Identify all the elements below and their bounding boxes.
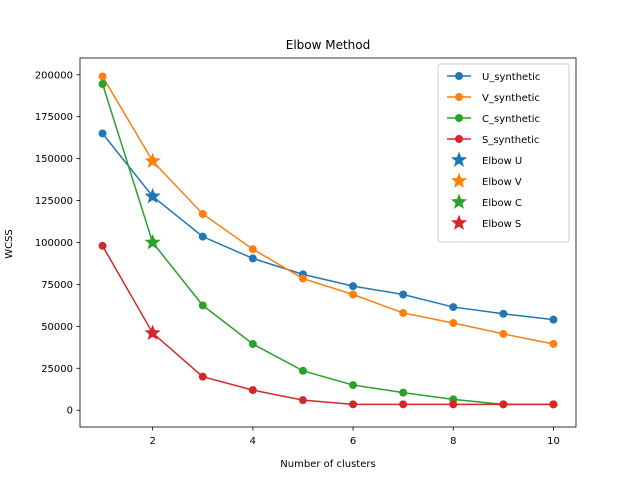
y-tick-label: 175000 [35, 112, 73, 123]
legend-star-swatch [450, 151, 468, 167]
legend-entry-Elbow C: Elbow C [450, 193, 522, 209]
legend-marker-swatch [455, 93, 463, 101]
data-point [298, 396, 307, 405]
data-point [399, 388, 408, 397]
y-tick-label: 0 [67, 406, 73, 417]
plot-area [98, 72, 558, 409]
legend-label: U_synthetic [482, 72, 540, 83]
data-point [349, 290, 358, 299]
data-point [349, 282, 358, 291]
data-point [499, 309, 508, 318]
legend-entry-V_synthetic: V_synthetic [447, 93, 540, 104]
data-point [349, 381, 358, 390]
data-point [399, 308, 408, 317]
data-point [98, 241, 107, 250]
y-tick-label: 50000 [41, 322, 73, 333]
y-tick-label: 100000 [35, 238, 73, 249]
x-axis-label: Number of clusters [280, 459, 375, 470]
y-tick-label: 125000 [35, 196, 73, 207]
data-point [198, 372, 207, 381]
x-tick-label: 6 [350, 436, 356, 447]
x-tick-label: 8 [450, 436, 456, 447]
x-tick-label: 2 [149, 436, 155, 447]
data-point [449, 400, 458, 409]
data-point [549, 400, 558, 409]
legend-label: Elbow U [482, 156, 522, 167]
legend-label: Elbow S [482, 219, 521, 230]
data-point [198, 232, 207, 241]
elbow-star-marker [144, 324, 161, 340]
legend-entry-C_synthetic: C_synthetic [447, 114, 540, 125]
legend-label: Elbow C [482, 198, 522, 209]
data-point [298, 274, 307, 283]
y-axis-label: WCSS [4, 229, 15, 259]
data-point [98, 79, 107, 88]
data-point [298, 366, 307, 375]
legend-entry-Elbow U: Elbow U [450, 151, 522, 167]
data-point [449, 303, 458, 312]
series-U_synthetic [98, 129, 558, 324]
data-point [248, 339, 257, 348]
legend-entry-S_synthetic: S_synthetic [447, 135, 539, 146]
legend-marker-swatch [455, 72, 463, 80]
data-point [349, 400, 358, 409]
axes: 2 4 6 8 10 0 25000 50000 75000 100000 125000 150000… [35, 57, 577, 447]
data-point [198, 301, 207, 310]
elbow-star-marker [144, 152, 161, 169]
data-point [198, 209, 207, 218]
legend-entry-U_synthetic: U_synthetic [447, 72, 540, 83]
x-tick-label: 10 [547, 436, 560, 447]
data-point [399, 400, 408, 409]
legend-star-swatch [450, 214, 468, 230]
legend-star-swatch [450, 172, 468, 188]
legend-star-swatch [450, 193, 468, 209]
legend-label: Elbow V [482, 177, 522, 188]
chart-title: Elbow Method [286, 38, 371, 52]
elbow-star-marker [144, 187, 161, 204]
y-tick-label: 75000 [41, 280, 73, 291]
data-point [499, 329, 508, 338]
data-point [549, 339, 558, 348]
data-point [248, 386, 257, 395]
series-line [101, 83, 554, 406]
data-point [549, 315, 558, 324]
legend-marker-swatch [455, 135, 463, 143]
series-line [101, 245, 554, 406]
data-point [98, 72, 107, 81]
data-point [248, 254, 257, 263]
legend-entry-Elbow V: Elbow V [450, 172, 522, 188]
data-point [98, 129, 107, 138]
data-point [248, 245, 257, 254]
y-tick-label: 25000 [41, 364, 73, 375]
data-point [499, 400, 508, 409]
series-line [101, 133, 554, 321]
data-point [399, 290, 408, 299]
y-tick-label: 200000 [35, 70, 73, 81]
legend: U_synthetic V_synthetic C_synthetic S_synth… [437, 63, 570, 243]
data-point [449, 319, 458, 328]
x-tick-label: 4 [250, 436, 256, 447]
legend-label: C_synthetic [482, 114, 540, 125]
legend-marker-swatch [455, 114, 463, 122]
legend-label: S_synthetic [482, 135, 539, 146]
legend-label: V_synthetic [482, 93, 540, 104]
elbow-star-marker [144, 234, 161, 250]
legend-entry-Elbow S: Elbow S [450, 214, 521, 230]
series-line [101, 76, 554, 345]
y-tick-label: 150000 [35, 154, 73, 165]
legend-box [437, 63, 570, 243]
